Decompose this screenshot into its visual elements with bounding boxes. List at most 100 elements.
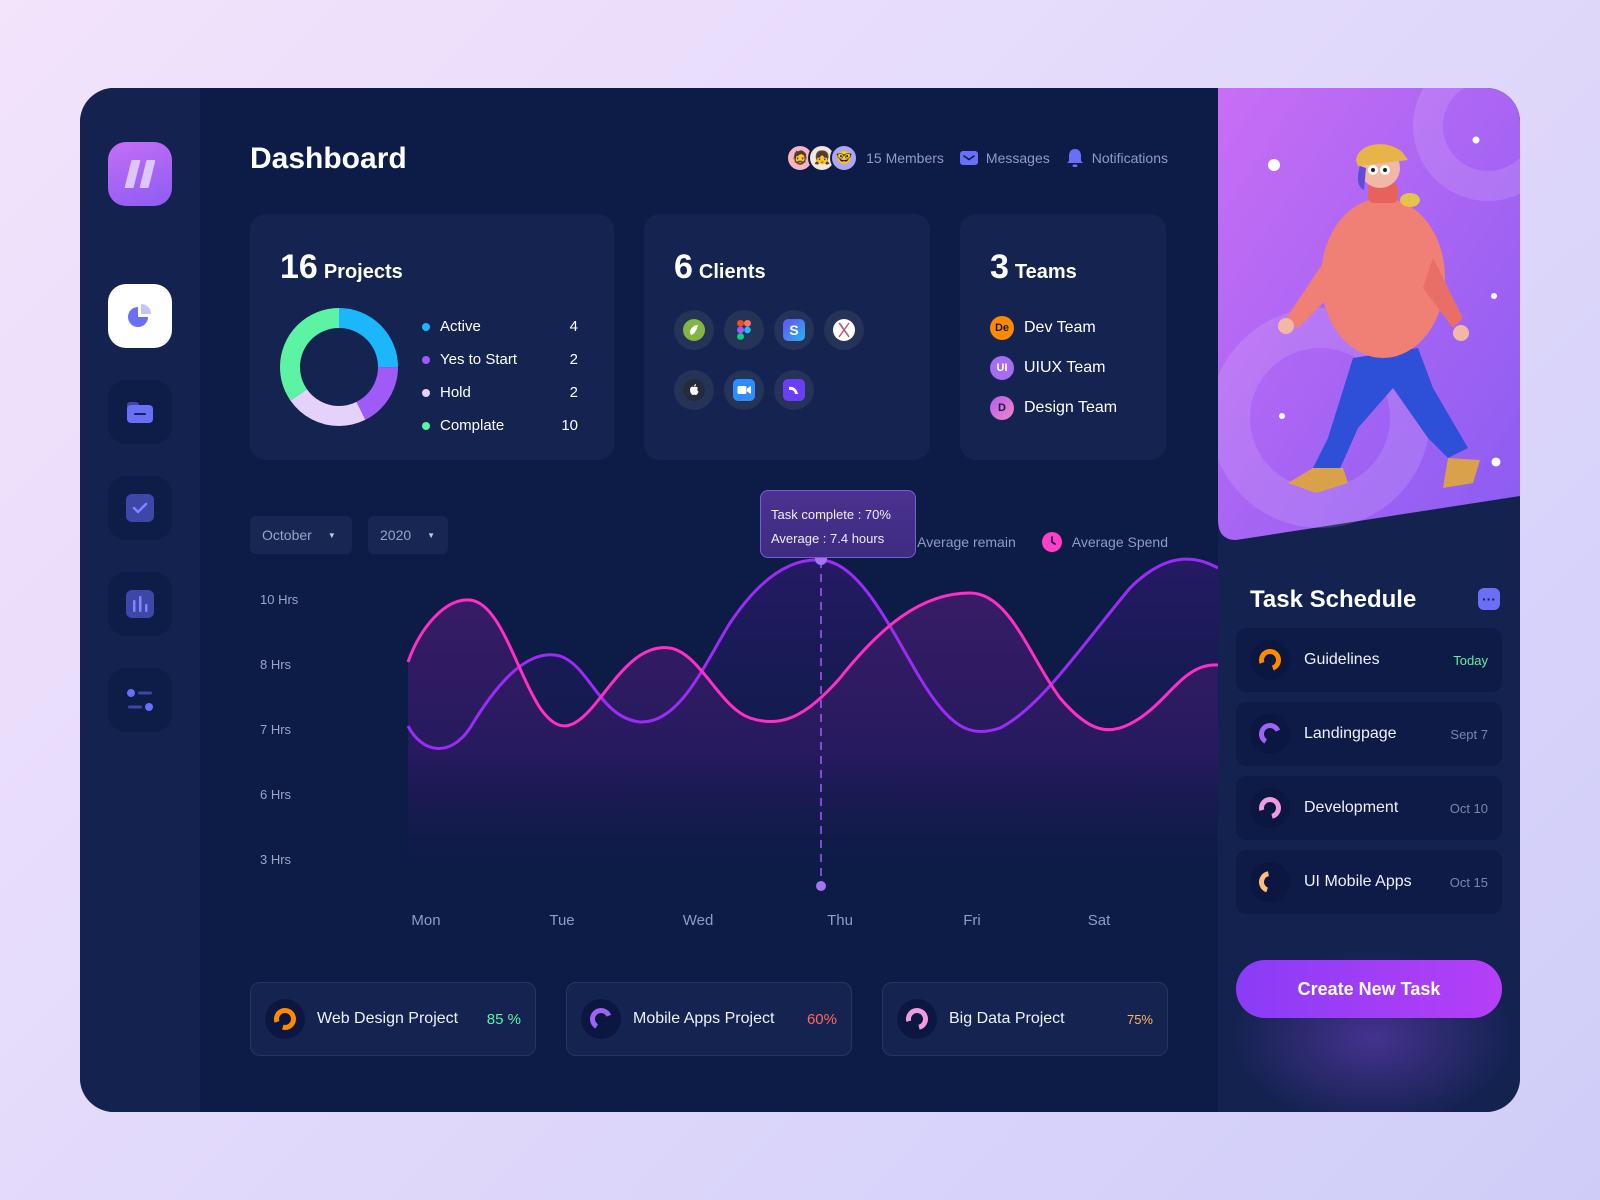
task-date: Oct 15	[1449, 874, 1488, 890]
messages-label: Messages	[985, 150, 1050, 166]
clients-label: Clients	[698, 261, 766, 283]
x-tick: Wed	[682, 912, 714, 929]
legend-value: 10	[561, 417, 578, 434]
task-schedule-title: Task Schedule	[1250, 586, 1417, 613]
right-panel: Task Schedule ··· Guidelines Today Landi…	[1218, 88, 1520, 1112]
project-card-web-design[interactable]: Web Design Project 85 %	[250, 982, 536, 1056]
hours-line-chart	[406, 553, 1218, 891]
client-pipe-app[interactable]	[774, 370, 814, 410]
sidebar-item-reports[interactable]	[108, 572, 172, 636]
x-tick: Mon	[411, 912, 441, 929]
hero-illustration	[1218, 88, 1520, 540]
task-date: Sept 7	[1450, 726, 1488, 742]
teams-label: Teams	[1014, 261, 1077, 283]
clients-card-title: 6 Clients	[674, 248, 766, 287]
team-name: Dev Team	[1024, 319, 1096, 336]
zoom-icon	[733, 379, 755, 401]
legend-row-yes-to-start: Yes to Start 2	[422, 343, 578, 376]
project-card-big-data[interactable]: Big Data Project 75%	[882, 982, 1168, 1056]
avatar-stack: 🧔 👧 🤓	[786, 144, 859, 172]
task-name: Development	[1304, 799, 1399, 816]
legend-row-active: Active 4	[422, 310, 578, 343]
main-content: Dashboard 🧔 👧 🤓 15 Members Messages	[200, 88, 1244, 1112]
legend-label: Hold	[440, 384, 471, 401]
client-apple[interactable]	[674, 370, 714, 410]
y-tick: 6 Hrs	[260, 787, 292, 802]
legend-average-spend[interactable]: Average Spend	[1041, 532, 1168, 552]
task-name: Landingpage	[1304, 725, 1397, 742]
project-name: Mobile Apps Project	[633, 1010, 775, 1027]
legend-label: Complate	[440, 417, 505, 434]
members-label: 15 Members	[866, 150, 944, 166]
year-value: 2020	[380, 527, 412, 543]
task-name: Guidelines	[1304, 651, 1380, 668]
progress-ring-icon	[581, 999, 621, 1039]
team-list: De Dev Team UI UIUX Team D Design Team	[990, 308, 1117, 428]
bar-chart-icon	[126, 590, 154, 618]
figma-icon	[737, 320, 751, 340]
team-item-uiux[interactable]: UI UIUX Team	[990, 348, 1117, 388]
team-name: UIUX Team	[1024, 359, 1106, 376]
task-item-guidelines[interactable]: Guidelines Today	[1236, 628, 1502, 692]
highlight-point-bottom	[816, 881, 826, 891]
sidebar-item-overview[interactable]	[108, 284, 172, 348]
client-x-app[interactable]	[824, 310, 864, 350]
legend-dot	[422, 421, 430, 430]
year-select[interactable]: 2020 ▼	[368, 516, 448, 554]
x-app-icon	[833, 319, 855, 341]
apple-icon	[683, 379, 705, 401]
clients-card: 6 Clients S	[644, 214, 930, 460]
legend-dot	[422, 355, 430, 364]
logo-icon[interactable]	[108, 142, 172, 206]
x-tick: Tue	[549, 912, 575, 929]
create-new-task-button[interactable]: Create New Task	[1236, 960, 1502, 1018]
teams-card: 3 Teams De Dev Team UI UIUX Team D Desig…	[960, 214, 1166, 460]
client-figma[interactable]	[724, 310, 764, 350]
y-tick: 7 Hrs	[260, 722, 292, 737]
progress-ring-icon	[1250, 788, 1290, 828]
notifications-label: Notifications	[1091, 150, 1168, 166]
team-item-design[interactable]: D Design Team	[990, 388, 1117, 428]
y-tick: 3 Hrs	[260, 852, 292, 867]
projects-count: 16	[280, 248, 318, 286]
avatar: 🤓	[830, 144, 859, 172]
bell-icon	[1066, 149, 1083, 167]
legend-dot	[422, 322, 430, 331]
clock-icon	[1041, 532, 1062, 552]
progress-ring-icon	[1250, 862, 1290, 902]
sidebar	[80, 88, 200, 1112]
client-logo-grid: S	[674, 310, 864, 410]
more-icon[interactable]: ···	[1478, 588, 1500, 610]
client-zoom[interactable]	[724, 370, 764, 410]
legend-row-hold: Hold 2	[422, 376, 578, 409]
sidebar-item-tasks[interactable]	[108, 476, 172, 540]
task-item-landingpage[interactable]: Landingpage Sept 7	[1236, 702, 1502, 766]
team-badge: UI	[990, 356, 1014, 380]
x-tick: Thu	[827, 912, 853, 929]
sidebar-item-settings[interactable]	[108, 668, 172, 732]
members-group[interactable]: 🧔 👧 🤓 15 Members	[786, 144, 944, 172]
header-actions: 🧔 👧 🤓 15 Members Messages Notificati	[786, 142, 1168, 174]
client-s-app[interactable]: S	[774, 310, 814, 350]
task-name: UI Mobile Apps	[1304, 873, 1412, 890]
team-item-dev[interactable]: De Dev Team	[990, 308, 1117, 348]
project-name: Web Design Project	[317, 1010, 459, 1027]
projects-legend: Active 4 Yes to Start 2 Hold 2 Complate …	[422, 310, 578, 442]
tooltip-average: Average : 7.4 hours	[771, 531, 885, 546]
messages-button[interactable]: Messages	[959, 150, 1050, 166]
projects-label: Projects	[323, 261, 403, 283]
sliders-icon	[127, 689, 153, 711]
sidebar-item-projects[interactable]	[108, 380, 172, 444]
project-card-mobile-apps[interactable]: Mobile Apps Project 60%	[566, 982, 852, 1056]
mail-icon	[959, 151, 978, 165]
team-badge: D	[990, 396, 1014, 420]
progress-ring-icon	[265, 999, 305, 1039]
project-percent: 85 %	[486, 1010, 521, 1028]
notifications-button[interactable]: Notifications	[1066, 148, 1168, 168]
month-select[interactable]: October ▼	[250, 516, 352, 554]
task-item-development[interactable]: Development Oct 10	[1236, 776, 1502, 840]
x-tick: Sat	[1087, 912, 1111, 929]
task-item-ui-mobile-apps[interactable]: UI Mobile Apps Oct 15	[1236, 850, 1502, 914]
client-envato[interactable]	[674, 310, 714, 350]
projects-donut-chart	[280, 308, 398, 426]
